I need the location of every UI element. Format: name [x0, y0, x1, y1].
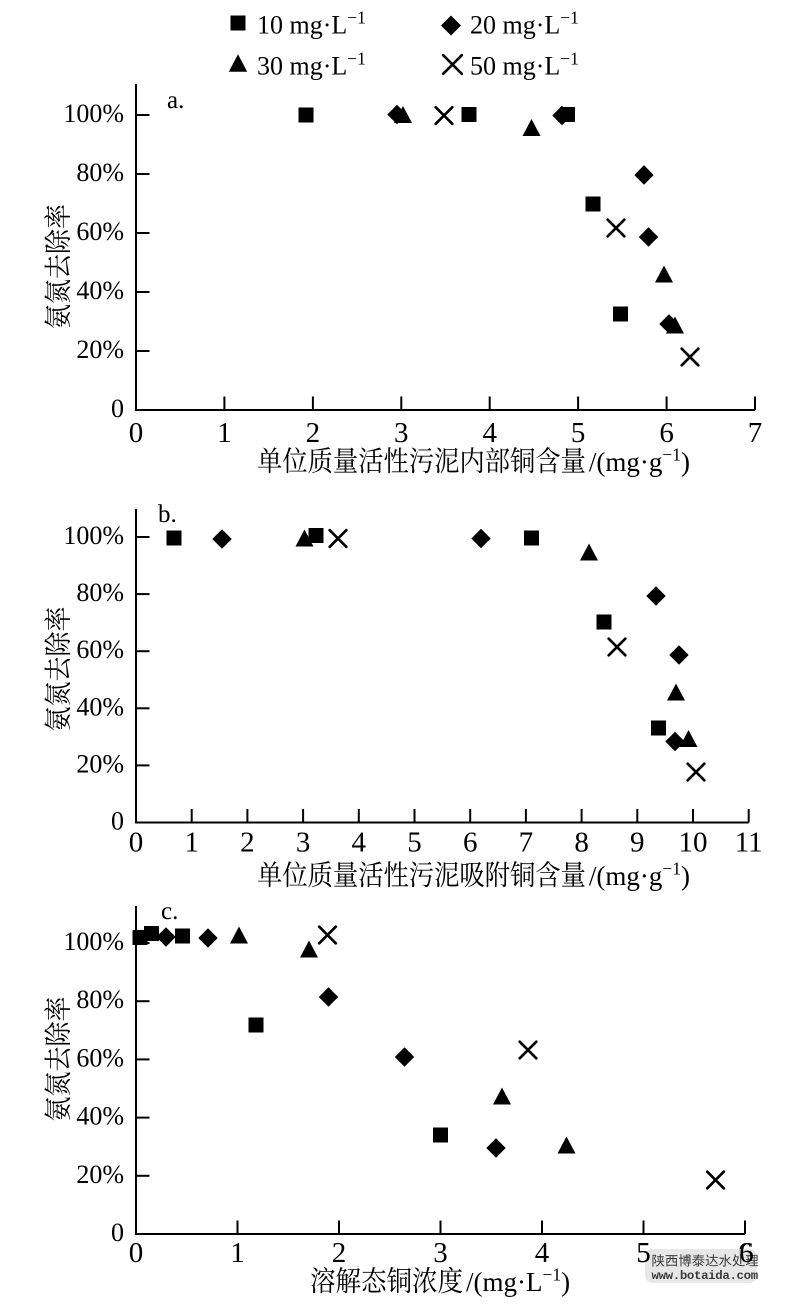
svg-text:10: 10	[679, 827, 708, 859]
svg-text:1: 1	[217, 417, 232, 449]
svg-text:1: 1	[184, 827, 199, 859]
svg-text:4: 4	[535, 1237, 550, 1269]
svg-text:40%: 40%	[76, 1102, 124, 1131]
svg-text:4: 4	[482, 417, 497, 449]
svg-text:9: 9	[630, 827, 645, 859]
svg-text:80%: 80%	[76, 578, 124, 607]
svg-text:7: 7	[519, 827, 534, 859]
svg-text:/(mg·g−1): /(mg·g−1)	[589, 859, 690, 891]
svg-text:b.: b.	[158, 501, 177, 528]
svg-text:40%: 40%	[76, 692, 124, 721]
svg-text:5: 5	[636, 1237, 651, 1269]
svg-text:5: 5	[407, 827, 422, 859]
svg-text:60%: 60%	[76, 1043, 124, 1072]
svg-text:80%: 80%	[76, 158, 124, 187]
svg-text:1: 1	[230, 1237, 245, 1269]
svg-text:100%: 100%	[63, 99, 124, 128]
svg-text:c.: c.	[161, 898, 178, 925]
svg-text:5: 5	[571, 417, 586, 449]
svg-text:20%: 20%	[76, 1160, 124, 1189]
svg-text:60%: 60%	[76, 217, 124, 246]
svg-text:8: 8	[574, 827, 589, 859]
svg-text:2: 2	[240, 827, 255, 859]
svg-text:40%: 40%	[76, 276, 124, 305]
svg-text:a.: a.	[167, 87, 184, 114]
svg-text:3: 3	[394, 417, 409, 449]
svg-text:7: 7	[748, 417, 763, 449]
svg-text:0: 0	[129, 827, 144, 859]
svg-text:4: 4	[352, 827, 367, 859]
svg-text:0: 0	[111, 807, 124, 836]
svg-text:www.botaida.com: www.botaida.com	[652, 1269, 758, 1283]
svg-text:0: 0	[129, 417, 144, 449]
svg-text:100%: 100%	[63, 521, 124, 550]
svg-text:100%: 100%	[63, 927, 124, 956]
svg-text:6: 6	[463, 827, 478, 859]
svg-text:3: 3	[296, 827, 311, 859]
svg-text:11: 11	[735, 827, 763, 859]
svg-text:0: 0	[111, 394, 124, 423]
svg-text:6: 6	[659, 417, 674, 449]
svg-text:0: 0	[129, 1237, 144, 1269]
svg-text:3: 3	[433, 1237, 448, 1269]
svg-text:80%: 80%	[76, 985, 124, 1014]
svg-text:2: 2	[306, 417, 321, 449]
svg-text:20%: 20%	[76, 749, 124, 778]
svg-text:6: 6	[739, 1237, 754, 1269]
svg-text:20%: 20%	[76, 335, 124, 364]
svg-text:2: 2	[332, 1237, 347, 1269]
svg-text:60%: 60%	[76, 635, 124, 664]
svg-text:0: 0	[111, 1218, 124, 1247]
